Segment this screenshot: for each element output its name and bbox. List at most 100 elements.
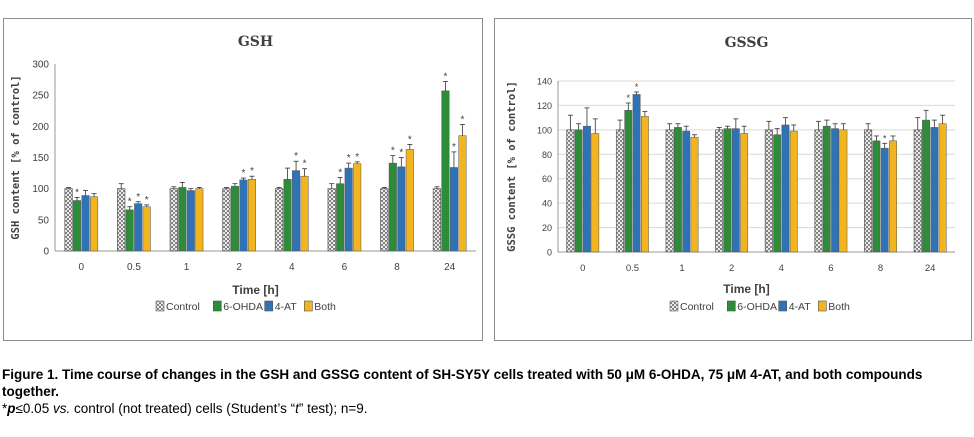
gssg-bar-ohda bbox=[922, 119, 930, 253]
gssg-legend-swatch-both bbox=[817, 300, 827, 312]
gssg-bar-ohda bbox=[574, 129, 583, 253]
gssg-bar-ohda bbox=[624, 110, 633, 253]
gsh-bar-at4 bbox=[186, 190, 195, 252]
gsh-bar-ohda bbox=[178, 187, 187, 252]
gsh-significance-marker: * bbox=[355, 152, 359, 163]
gssg-bar-control bbox=[864, 129, 873, 253]
gsh-significance-marker: * bbox=[75, 187, 79, 198]
gssg-y-tick-label: 0 bbox=[547, 248, 552, 258]
gssg-significance-marker: * bbox=[627, 93, 631, 103]
gsh-significance-marker: * bbox=[408, 134, 412, 145]
gssg-bar-ohda bbox=[773, 134, 782, 253]
gssg-bar-control bbox=[566, 129, 575, 253]
gssg-bar-ohda bbox=[872, 140, 881, 253]
gsh-bar-ohda bbox=[230, 185, 239, 252]
gssg-x-tick-label: 1 bbox=[679, 263, 684, 274]
gssg-bar-both bbox=[839, 129, 848, 253]
gsh-bar-both bbox=[247, 179, 256, 252]
gssg-bar-ohda bbox=[674, 127, 682, 253]
gsh-bar-control bbox=[380, 188, 389, 252]
gsh-y-axis-label: GSH content [% of control] bbox=[10, 75, 22, 239]
gssg-bar-at4 bbox=[880, 147, 889, 253]
gssg-bar-control bbox=[814, 129, 823, 253]
gsh-chart: GSH 0 50 100 150 200 250 300 GSH content [% of c… bbox=[10, 34, 476, 313]
gssg-bar-ohda bbox=[723, 128, 732, 253]
gsh-bar-both bbox=[90, 196, 99, 252]
caption-note-a: ≤0.05 bbox=[15, 401, 53, 416]
gssg-y-tick-label: 80 bbox=[542, 150, 552, 160]
gsh-bar-ohda bbox=[388, 162, 397, 252]
gsh-x-tick-label: 0 bbox=[79, 262, 85, 273]
gssg-bar-control bbox=[764, 129, 773, 253]
gssg-bar-at4 bbox=[583, 125, 591, 253]
gsh-significance-marker: * bbox=[391, 146, 395, 157]
gsh-y-tick-label: 200 bbox=[32, 122, 49, 133]
gsh-x-tick-label: 2 bbox=[236, 262, 242, 273]
gsh-bar-at4 bbox=[344, 167, 353, 252]
gsh-significance-marker: * bbox=[294, 151, 298, 162]
gssg-bar-ohda bbox=[822, 125, 831, 253]
gsh-legend-label-control: Control bbox=[166, 301, 200, 313]
gsh-x-tick-label: 8 bbox=[394, 262, 400, 273]
gsh-y-tick-label: 0 bbox=[43, 247, 49, 258]
gsh-significance-marker: * bbox=[399, 148, 403, 159]
gsh-bar-control bbox=[117, 188, 126, 252]
gssg-x-tick-label: 4 bbox=[779, 263, 784, 274]
gsh-legend-swatch-ohda bbox=[213, 300, 222, 312]
gsh-bar-control bbox=[64, 188, 73, 252]
gsh-y-tick-label: 150 bbox=[32, 153, 49, 164]
gssg-x-tick-label: 8 bbox=[878, 263, 883, 274]
gssg-x-axis-label: Time [h] bbox=[723, 282, 769, 296]
gsh-x-axis-label: Time [h] bbox=[232, 283, 278, 297]
gssg-legend-swatch-ohda bbox=[727, 300, 736, 312]
gssg-x-tick-label: 0 bbox=[580, 263, 585, 274]
gssg-legend-label-control: Control bbox=[680, 301, 714, 313]
gssg-bar-both bbox=[889, 140, 897, 253]
gsh-significance-marker: * bbox=[452, 142, 456, 153]
gssg-y-tick-label: 100 bbox=[537, 125, 552, 135]
gsh-x-tick-label: 4 bbox=[289, 262, 295, 273]
caption-note-p: p bbox=[7, 401, 16, 416]
gsh-bar-both bbox=[405, 149, 414, 252]
gssg-bar-at4 bbox=[831, 128, 839, 253]
gsh-bar-ohda bbox=[441, 90, 450, 252]
gsh-x-tick-label: 24 bbox=[444, 262, 456, 273]
gssg-chart-panel: GSSG 0 20 40 60 80 100 120 140 GSSG content [% of… bbox=[494, 18, 972, 341]
caption-title: Figure 1. Time course of changes in the … bbox=[2, 367, 923, 399]
gssg-bar-both bbox=[640, 116, 649, 253]
gsh-x-tick-label: 1 bbox=[184, 262, 190, 273]
gssg-bar-at4 bbox=[930, 127, 939, 253]
gsh-bar-control bbox=[169, 188, 178, 252]
gsh-bar-ohda bbox=[283, 179, 292, 252]
gsh-bar-at4 bbox=[134, 203, 143, 252]
gsh-bar-both bbox=[142, 206, 151, 252]
gsh-significance-marker: * bbox=[145, 195, 149, 206]
gsh-chart-title: GSH bbox=[238, 34, 273, 50]
gsh-significance-marker: * bbox=[347, 153, 351, 164]
gsh-significance-marker: * bbox=[460, 114, 464, 125]
gsh-significance-marker: * bbox=[128, 197, 132, 208]
gssg-bar-at4 bbox=[781, 124, 790, 253]
gssg-bar-at4 bbox=[632, 94, 641, 253]
gsh-x-tick-label: 0.5 bbox=[127, 262, 141, 273]
gsh-y-tick-label: 100 bbox=[32, 184, 49, 195]
gsh-legend-swatch-at4 bbox=[264, 300, 274, 312]
gssg-chart-title: GSSG bbox=[725, 35, 769, 51]
gssg-bar-control bbox=[913, 129, 922, 253]
gsh-legend-swatch-control bbox=[155, 300, 165, 312]
gsh-significance-marker: * bbox=[443, 71, 447, 82]
gssg-bar-both bbox=[789, 130, 798, 253]
gssg-bar-at4 bbox=[682, 130, 691, 253]
gsh-bar-at4 bbox=[397, 166, 406, 252]
gssg-legend-label-both: Both bbox=[828, 301, 850, 313]
gsh-bar-at4 bbox=[239, 179, 248, 252]
gsh-bar-at4 bbox=[449, 167, 458, 252]
caption-note-t: t bbox=[295, 401, 299, 416]
gsh-significance-marker: * bbox=[241, 168, 245, 179]
gssg-bar-control bbox=[715, 129, 724, 253]
gsh-bar-at4 bbox=[81, 195, 90, 252]
gsh-x-tick-label: 6 bbox=[342, 262, 348, 273]
gsh-bar-both bbox=[195, 188, 204, 252]
gssg-y-tick-label: 20 bbox=[542, 223, 552, 233]
gsh-bar-control bbox=[222, 188, 231, 252]
